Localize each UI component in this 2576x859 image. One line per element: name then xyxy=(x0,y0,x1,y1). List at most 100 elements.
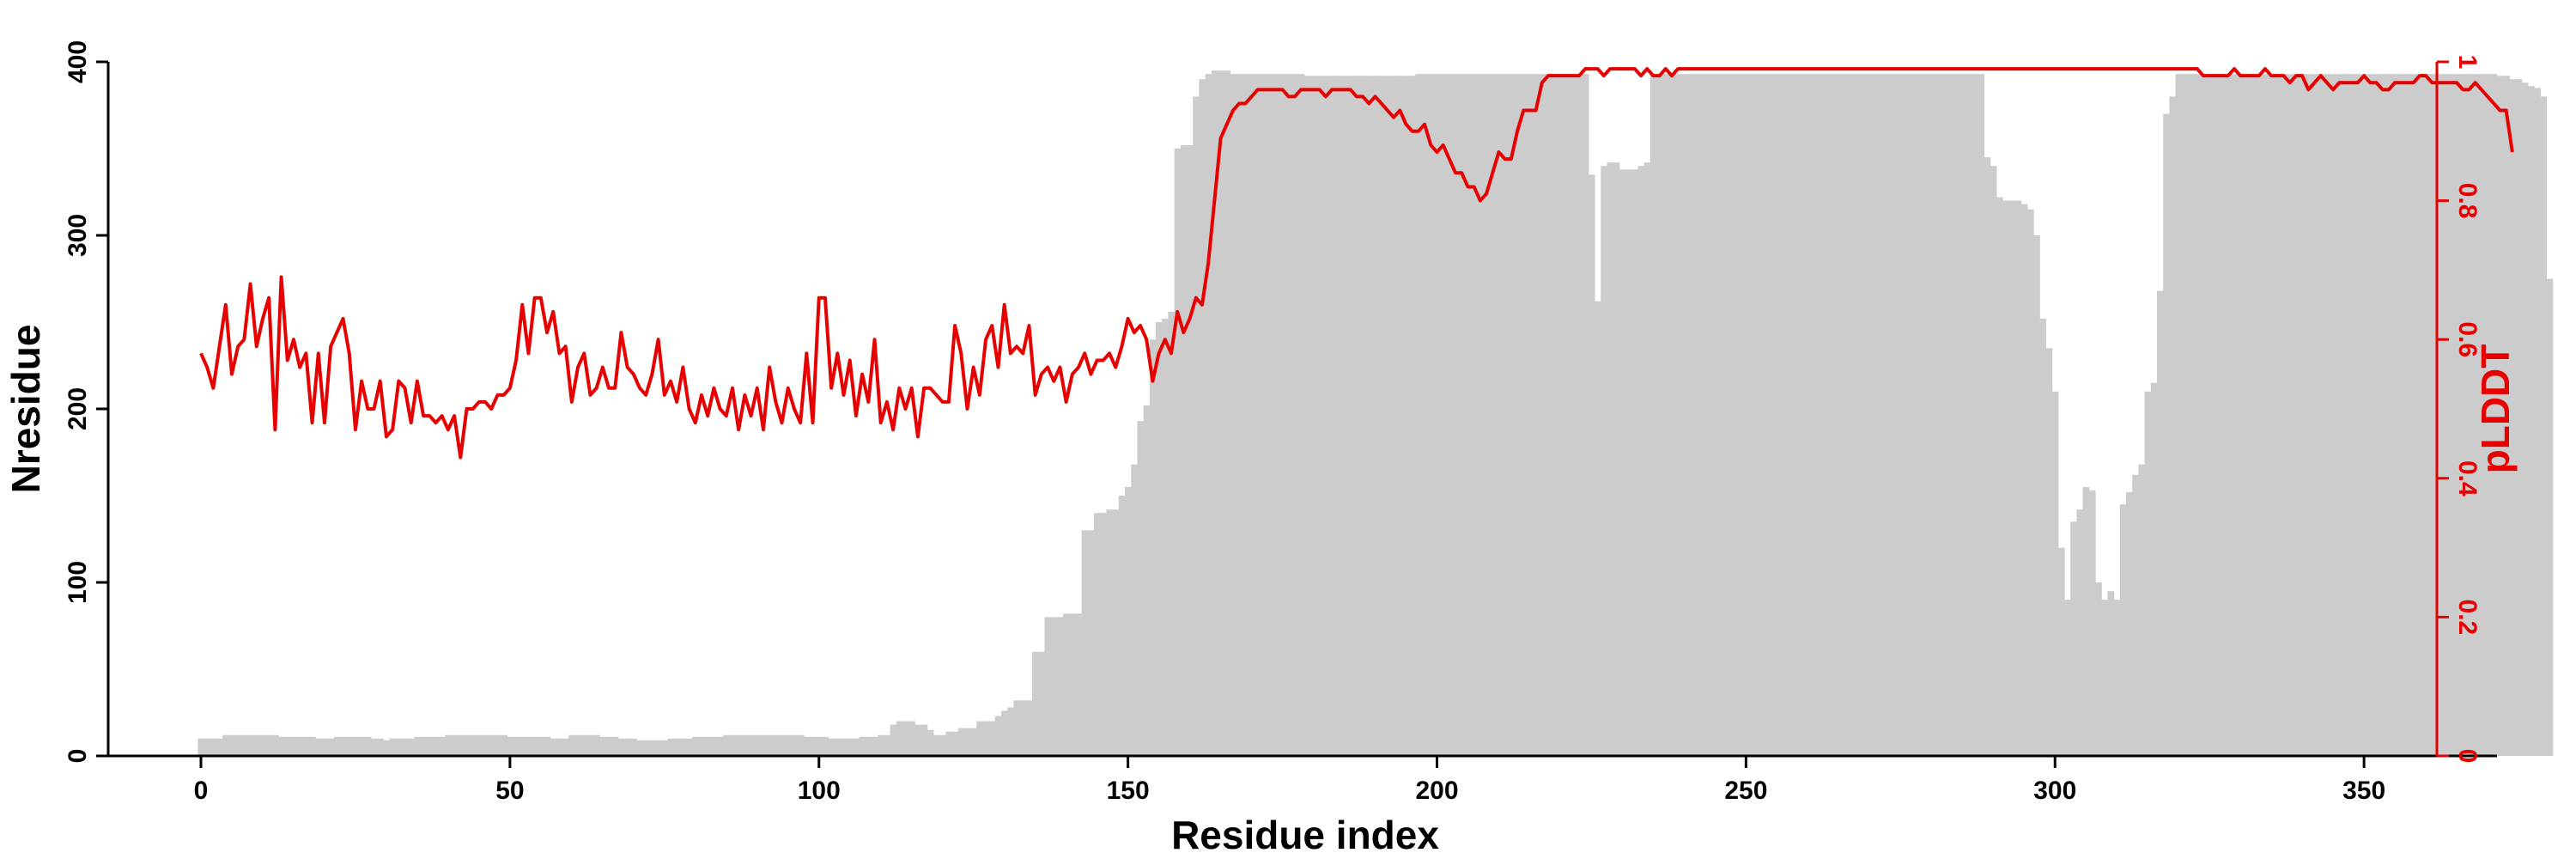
bar xyxy=(1273,74,1280,756)
x-tick-label: 300 xyxy=(2033,777,2076,805)
bar xyxy=(2132,474,2140,756)
bar xyxy=(2287,74,2293,756)
bar xyxy=(2181,74,2189,756)
bar xyxy=(2119,504,2127,756)
bar xyxy=(501,734,507,756)
bar xyxy=(2070,521,2078,756)
bar xyxy=(1483,74,1491,756)
bar xyxy=(339,736,347,756)
bar xyxy=(1236,74,1243,756)
bar xyxy=(2311,74,2318,756)
bar xyxy=(2262,74,2269,756)
bar xyxy=(389,738,397,756)
bar xyxy=(525,736,532,756)
bar xyxy=(2397,74,2405,756)
bar xyxy=(1118,496,1126,756)
y-axis-left-title: Nresidue xyxy=(3,325,48,494)
bar xyxy=(494,734,501,756)
bar xyxy=(1353,76,1361,756)
bar xyxy=(2318,74,2324,756)
bar xyxy=(636,740,644,756)
bar xyxy=(1261,74,1268,756)
bar xyxy=(1180,144,1188,756)
x-ticks: 0 50 100 150 200 250 300 350 xyxy=(194,756,2385,805)
bar xyxy=(1570,74,1577,756)
bar xyxy=(1947,74,1954,756)
bar xyxy=(1891,74,1899,756)
bar xyxy=(2026,209,2034,756)
bar xyxy=(2045,348,2053,756)
bar xyxy=(1316,76,1323,756)
bar xyxy=(1680,74,1688,756)
bar xyxy=(760,734,768,756)
bar xyxy=(1242,74,1249,756)
bar xyxy=(426,736,434,756)
bar xyxy=(1217,70,1224,757)
bar xyxy=(1075,613,1083,756)
bar xyxy=(747,734,755,756)
bar xyxy=(1267,74,1274,756)
bar xyxy=(544,736,551,756)
bar xyxy=(2113,600,2121,756)
y-right-ticks: 0 0.2 0.4 0.6 0.8 1 xyxy=(2437,55,2482,763)
bar xyxy=(1755,74,1762,756)
bar xyxy=(216,738,223,756)
bar xyxy=(1854,74,1862,756)
bar xyxy=(290,736,298,756)
bar xyxy=(853,738,860,756)
bar xyxy=(1285,74,1292,756)
bar xyxy=(513,736,520,756)
bar xyxy=(2534,88,2541,757)
bar xyxy=(308,736,316,756)
bar xyxy=(2503,76,2510,756)
bar xyxy=(2324,74,2331,756)
y-right-tick-label: 1 xyxy=(2453,55,2482,70)
bar xyxy=(1371,76,1379,756)
bar xyxy=(253,734,260,756)
bar xyxy=(1748,74,1756,756)
bar xyxy=(1328,76,1336,756)
bar xyxy=(228,734,236,756)
bar xyxy=(1817,74,1824,756)
bar xyxy=(2428,74,2436,756)
bar xyxy=(1761,74,1769,756)
bar xyxy=(2274,74,2281,756)
bar xyxy=(1916,74,1923,756)
bar xyxy=(1013,700,1021,756)
bar xyxy=(2472,74,2479,756)
bar xyxy=(532,736,538,756)
bar xyxy=(2280,74,2287,756)
bar xyxy=(1885,74,1893,756)
bar xyxy=(2249,74,2257,756)
bar xyxy=(1545,74,1552,756)
bar xyxy=(840,738,848,756)
bar xyxy=(599,736,607,756)
bar xyxy=(1038,651,1046,756)
bar xyxy=(1489,74,1497,756)
bar xyxy=(2379,74,2386,756)
bar xyxy=(686,738,693,756)
bar xyxy=(859,736,866,756)
bar xyxy=(803,736,811,756)
bar xyxy=(1149,339,1157,756)
bar xyxy=(296,736,304,756)
bar xyxy=(679,738,687,756)
bar xyxy=(1396,76,1404,756)
bar-series xyxy=(197,70,2554,757)
bar xyxy=(1081,530,1089,756)
bar xyxy=(364,736,372,756)
bar xyxy=(902,721,909,756)
bar xyxy=(1643,162,1651,756)
bar xyxy=(352,736,360,756)
bar xyxy=(655,740,662,756)
bar xyxy=(624,738,631,756)
bar xyxy=(828,738,835,756)
bar xyxy=(951,731,959,756)
bar xyxy=(822,736,829,756)
bar xyxy=(2057,547,2065,756)
bar xyxy=(933,734,940,756)
bar xyxy=(2546,278,2554,756)
bar xyxy=(2107,591,2115,756)
bar xyxy=(1637,166,1645,756)
bar xyxy=(1879,74,1886,756)
